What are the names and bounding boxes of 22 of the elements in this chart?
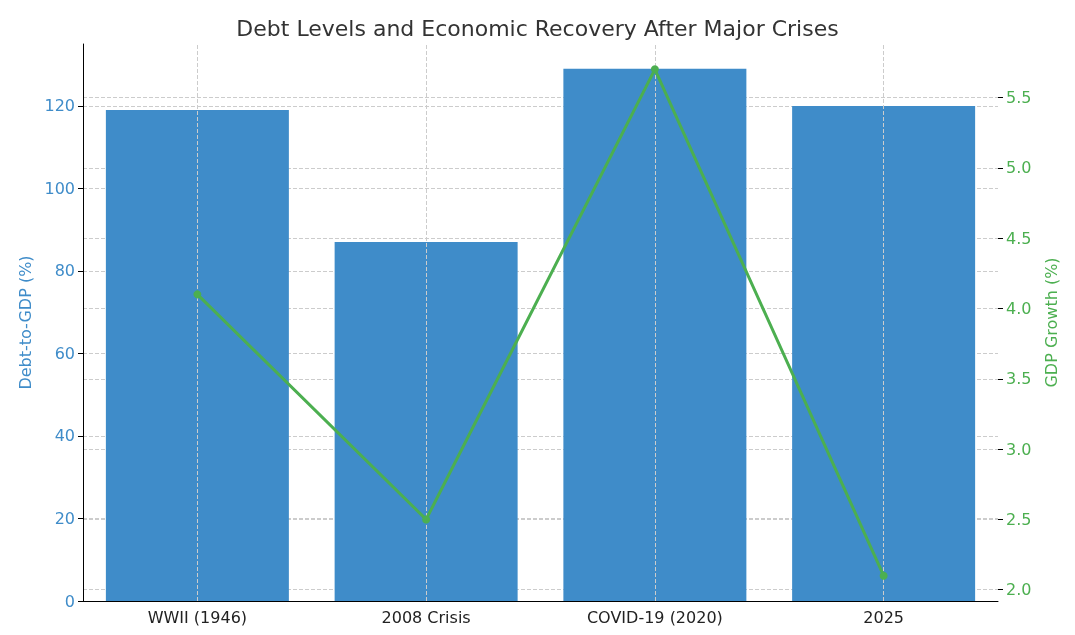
y-axis-title: Debt-to-GDP (%) <box>16 255 36 390</box>
y2-tick-label: 4.0 <box>1006 298 1032 318</box>
y-tick-label: 120 <box>44 96 75 116</box>
y2-tick-label: 5.5 <box>1006 87 1032 107</box>
x-tick-label: COVID-19 (2020) <box>586 607 723 627</box>
y-tick-label: 0 <box>64 591 75 611</box>
y2-tick-label: 2.0 <box>1006 580 1032 600</box>
y2-axis-title: GDP Growth (%) <box>1041 257 1061 388</box>
x-tick-label: 2025 <box>863 607 904 627</box>
y2-tick-label: 3.5 <box>1006 369 1032 389</box>
y-tick-label: 60 <box>54 343 75 363</box>
y-tick-label: 40 <box>54 426 75 446</box>
y-tick-label: 20 <box>54 508 75 528</box>
y-tick-label: 100 <box>44 178 75 198</box>
y2-tick-label: 3.0 <box>1006 439 1032 459</box>
x-tick-label: WWII (1946) <box>147 607 248 627</box>
y2-tick-label: 4.5 <box>1006 228 1032 248</box>
y2-tick-label: 2.5 <box>1006 509 1032 529</box>
chart-title: Debt Levels and Economic Recovery After Major Crises <box>236 15 839 41</box>
y-tick-label: 80 <box>54 261 75 281</box>
x-tick-label: 2008 Crisis <box>381 607 471 627</box>
y2-tick-label: 5.0 <box>1006 158 1032 178</box>
